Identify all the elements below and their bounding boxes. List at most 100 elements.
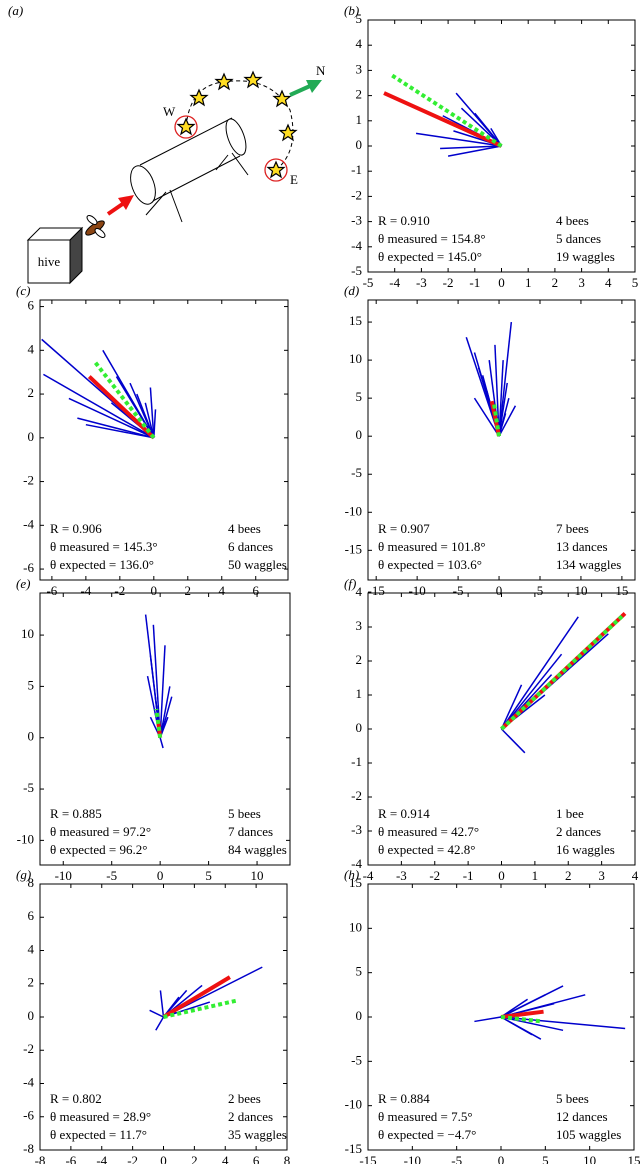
x-tick-label: 5 <box>537 583 544 598</box>
waggle-vector <box>500 1016 626 1030</box>
x-tick-label: -3 <box>416 275 427 290</box>
waggle-vector <box>498 405 517 437</box>
y-tick-label: 15 <box>349 875 362 890</box>
annotation: R = 0.884 <box>378 1091 430 1106</box>
y-tick-label: -10 <box>345 1097 362 1112</box>
y-tick-label: -10 <box>345 503 362 518</box>
waggle-vector <box>479 120 503 147</box>
x-tick-label: -2 <box>114 583 125 598</box>
x-tick-label: 0 <box>160 1153 167 1164</box>
x-tick-label: 10 <box>251 868 264 883</box>
measured-direction <box>87 375 156 440</box>
x-tick-label: 2 <box>191 1153 198 1164</box>
west-label: W <box>163 104 176 119</box>
measured-direction <box>500 1009 544 1019</box>
annotation: θ expected = 42.8° <box>378 842 475 857</box>
x-tick-label: -10 <box>404 1153 421 1164</box>
x-tick-label: 4 <box>219 583 226 598</box>
axes-box <box>39 592 291 866</box>
y-tick-label: 5 <box>356 11 363 26</box>
y-tick-label: 5 <box>28 677 35 692</box>
arrow-head <box>118 195 134 210</box>
y-tick-label: -4 <box>23 516 34 531</box>
x-tick-label: -4 <box>80 583 91 598</box>
x-tick-label: -10 <box>408 583 425 598</box>
y-tick-label: 10 <box>349 351 362 366</box>
y-tick-label: -2 <box>23 473 34 488</box>
expected-direction <box>492 403 502 437</box>
x-tick-label: 2 <box>185 583 192 598</box>
x-tick-label: -5 <box>363 275 374 290</box>
y-tick-label: 6 <box>28 298 35 313</box>
x-tick-label: -5 <box>106 868 117 883</box>
y-tick-label: 0 <box>356 427 363 442</box>
expected-direction <box>154 708 163 738</box>
hive-label: hive <box>38 254 61 269</box>
x-tick-label: 5 <box>205 868 212 883</box>
y-tick-label: 0 <box>356 1008 363 1023</box>
star <box>215 73 233 90</box>
x-tick-label: 15 <box>628 1153 641 1164</box>
annotation: R = 0.910 <box>378 213 430 228</box>
annotation: θ measured = 97.2° <box>50 824 151 839</box>
y-tick-label: 2 <box>28 975 35 990</box>
bee-wing <box>94 228 106 238</box>
hive-side <box>69 226 83 285</box>
x-tick-label: 0 <box>498 868 505 883</box>
waggle-vector <box>500 653 563 730</box>
y-tick-label: -4 <box>23 1074 34 1089</box>
waggle-vector <box>68 397 155 439</box>
y-tick-label: -5 <box>351 1052 362 1067</box>
y-tick-label: 0 <box>356 720 363 735</box>
annotation: 35 waggles <box>228 1127 287 1142</box>
x-tick-label: -4 <box>389 275 400 290</box>
tube-edge <box>139 117 233 166</box>
waggle-vector <box>159 645 166 738</box>
annotation: θ expected = 96.2° <box>50 842 147 857</box>
x-tick-label: 0 <box>498 1153 505 1164</box>
y-tick-label: 0 <box>356 137 363 152</box>
x-tick-label: 1 <box>525 275 532 290</box>
waggle-vector <box>149 1009 164 1018</box>
y-tick-label: 0 <box>28 429 35 444</box>
star <box>190 89 208 106</box>
annotation: 5 bees <box>556 1091 589 1106</box>
annotation: 50 waggles <box>228 557 287 572</box>
annotation: θ measured = 28.9° <box>50 1109 151 1124</box>
y-tick-label: -6 <box>23 560 34 575</box>
y-tick-label: -8 <box>23 1141 34 1156</box>
waggle-vector <box>115 376 155 439</box>
waggle-vector <box>447 145 502 157</box>
annotation: θ expected = 11.7° <box>50 1127 147 1142</box>
annotation: θ measured = 101.8° <box>378 539 486 554</box>
x-tick-label: -2 <box>429 868 440 883</box>
measured-direction <box>162 975 231 1019</box>
north-arrow-head <box>306 80 322 93</box>
x-tick-label: -5 <box>453 583 464 598</box>
waggle-vector <box>500 1016 542 1040</box>
bee-wing <box>86 215 98 225</box>
waggle-vector <box>159 686 171 738</box>
annotation: 6 dances <box>228 539 273 554</box>
annotation: 105 waggles <box>556 1127 621 1142</box>
x-tick-label: 6 <box>253 1153 260 1164</box>
y-tick-label: -3 <box>351 822 362 837</box>
waggle-vector <box>440 145 502 150</box>
y-tick-label: -6 <box>23 1108 34 1123</box>
x-tick-label: 0 <box>151 583 158 598</box>
annotation: 4 bees <box>556 213 589 228</box>
x-tick-label: 15 <box>615 583 628 598</box>
x-tick-label: 6 <box>252 583 259 598</box>
x-tick-label: 0 <box>496 583 503 598</box>
y-tick-label: -2 <box>351 187 362 202</box>
panel-label: (h) <box>344 867 359 882</box>
x-tick-label: -4 <box>363 868 374 883</box>
y-tick-label: -3 <box>351 213 362 228</box>
x-tick-label: -1 <box>463 868 474 883</box>
annotation: 7 bees <box>556 521 589 536</box>
waggle-vector <box>415 132 502 147</box>
annotation: R = 0.907 <box>378 521 430 536</box>
y-tick-label: 4 <box>28 941 35 956</box>
